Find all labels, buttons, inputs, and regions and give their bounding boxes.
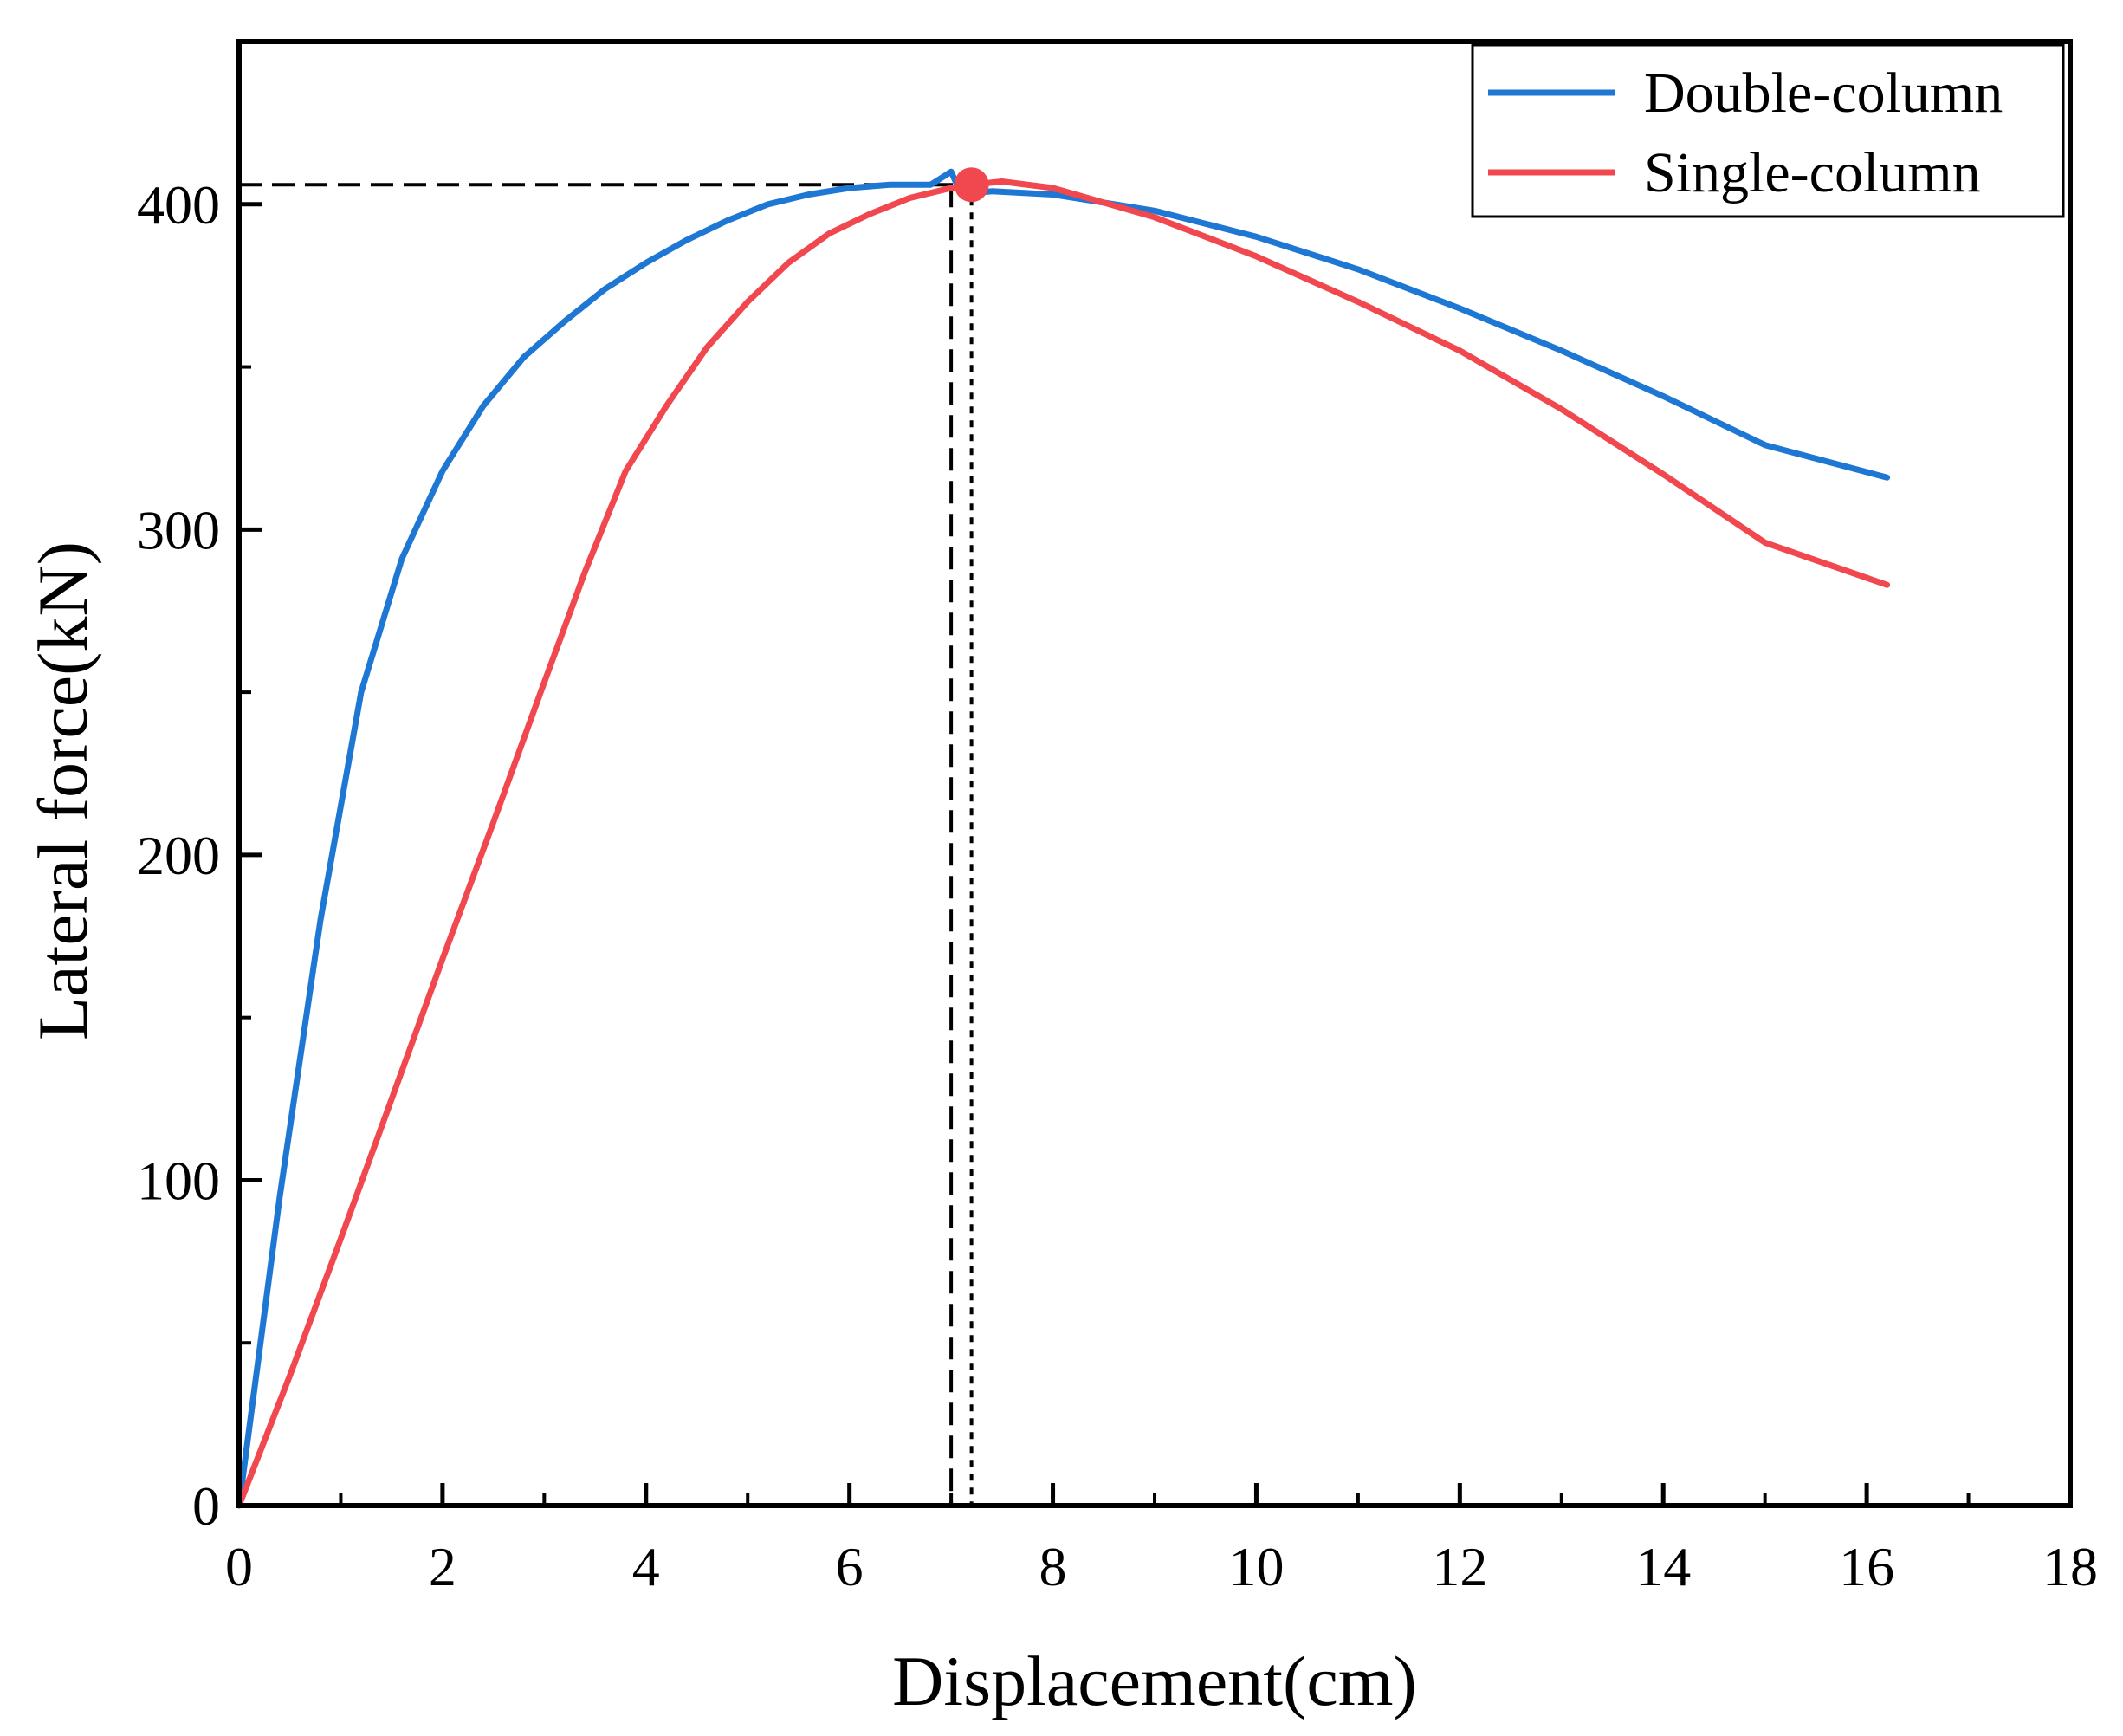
x-tick-label: 8 <box>1039 1536 1067 1597</box>
series-line-single-column <box>236 178 1891 1509</box>
x-tick-label: 6 <box>836 1536 864 1597</box>
y-axis-title: Lateral force(kN) <box>23 541 102 1040</box>
y-tick-label: 400 <box>137 174 220 236</box>
x-tick-label: 14 <box>1635 1536 1691 1597</box>
x-tick-label: 0 <box>225 1536 253 1597</box>
y-axis: 0 100 200 300 400 <box>137 174 262 1537</box>
series-layer <box>236 168 1891 1509</box>
x-tick-label: 2 <box>429 1536 456 1597</box>
x-axis-title: Displacement(cm) <box>892 1642 1417 1720</box>
legend-box <box>1471 43 2065 218</box>
x-tick-label: 16 <box>1839 1536 1894 1597</box>
y-tick-label: 300 <box>137 499 220 560</box>
y-tick-label: 0 <box>192 1475 220 1537</box>
legend-label: Single-column <box>1644 141 1981 204</box>
x-tick-label: 12 <box>1432 1536 1487 1597</box>
y-tick-label: 100 <box>137 1150 220 1211</box>
series-line-double-column <box>236 168 1891 1509</box>
x-tick-label: 18 <box>2042 1536 2098 1597</box>
reference-lines <box>239 183 974 1506</box>
x-tick-label: 10 <box>1228 1536 1284 1597</box>
x-axis: 0 2 4 6 8 10 12 14 16 18 <box>225 1483 2098 1597</box>
legend-label: Double-column <box>1644 62 2003 125</box>
x-tick-label: 4 <box>632 1536 660 1597</box>
marker-layer <box>954 167 989 203</box>
y-tick-label: 200 <box>137 825 220 886</box>
legend: Double-column Single-column <box>1471 43 2065 218</box>
peak-marker <box>954 167 989 203</box>
